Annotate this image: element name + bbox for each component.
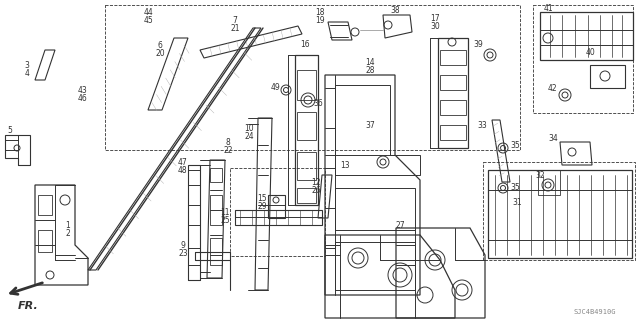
Text: 32: 32 (535, 171, 545, 180)
Text: 20: 20 (155, 49, 165, 58)
Text: 18: 18 (316, 7, 324, 17)
Text: 48: 48 (177, 165, 187, 174)
Bar (105, 5, 520, 150)
Text: 36: 36 (313, 99, 323, 108)
Text: 24: 24 (244, 132, 254, 140)
Bar (533, 5, 633, 113)
Text: 47: 47 (177, 157, 187, 166)
Text: 38: 38 (390, 5, 400, 14)
Text: 13: 13 (340, 161, 350, 170)
Text: 16: 16 (300, 39, 310, 49)
Text: 44: 44 (143, 7, 153, 17)
Text: 31: 31 (512, 197, 522, 206)
Text: 35: 35 (510, 182, 520, 191)
Text: 37: 37 (365, 121, 375, 130)
Text: 1: 1 (66, 220, 70, 229)
Text: 4: 4 (24, 68, 29, 77)
Text: 34: 34 (548, 133, 558, 142)
Text: 49: 49 (270, 83, 280, 92)
Text: 22: 22 (223, 146, 233, 155)
Text: 41: 41 (543, 4, 553, 12)
Text: 5: 5 (8, 125, 12, 134)
Text: 19: 19 (315, 15, 325, 25)
Text: 28: 28 (365, 66, 375, 75)
Text: 29: 29 (257, 202, 267, 211)
Text: 46: 46 (77, 93, 87, 102)
Text: 11: 11 (220, 207, 230, 217)
Bar (483, 162, 635, 260)
Text: 9: 9 (180, 241, 186, 250)
Text: 43: 43 (77, 85, 87, 94)
Text: 26: 26 (311, 186, 321, 195)
Text: 39: 39 (473, 39, 483, 49)
Text: 10: 10 (244, 124, 254, 132)
Text: 8: 8 (226, 138, 230, 147)
Text: 42: 42 (547, 84, 557, 92)
Text: 21: 21 (230, 23, 240, 33)
Text: SJC4B4910G: SJC4B4910G (573, 309, 616, 315)
Text: 2: 2 (66, 228, 70, 237)
Text: 35: 35 (510, 140, 520, 149)
Text: 15: 15 (257, 194, 267, 203)
Text: 25: 25 (220, 215, 230, 225)
Text: FR.: FR. (18, 301, 38, 311)
Text: 45: 45 (143, 15, 153, 25)
Text: 33: 33 (477, 121, 487, 130)
Text: 30: 30 (430, 21, 440, 30)
Text: 23: 23 (178, 249, 188, 258)
Bar (230, 168, 325, 256)
Text: 27: 27 (395, 220, 405, 229)
Text: 14: 14 (365, 58, 375, 67)
Text: 12: 12 (311, 178, 321, 187)
Text: 7: 7 (232, 15, 237, 25)
Text: 6: 6 (157, 41, 163, 50)
Text: 3: 3 (24, 60, 29, 69)
Text: 40: 40 (585, 47, 595, 57)
Text: 17: 17 (430, 13, 440, 22)
